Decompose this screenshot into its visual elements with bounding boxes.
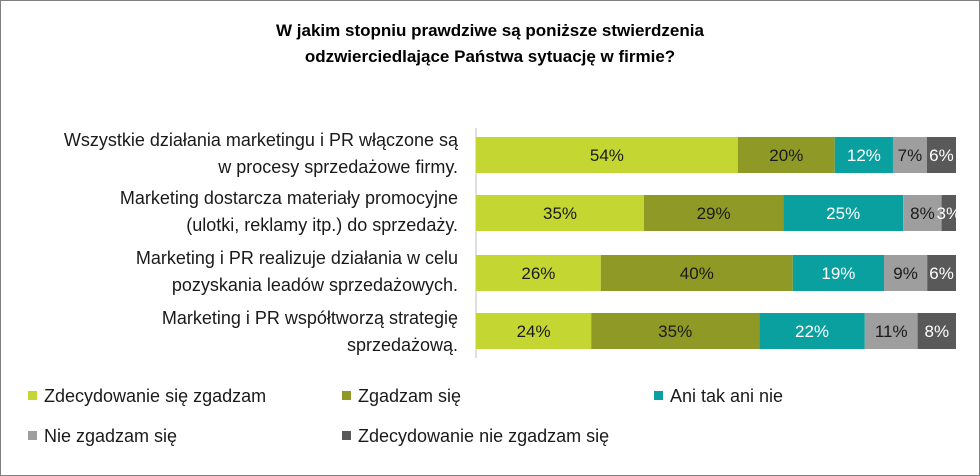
legend-label: Nie zgadzam się (44, 426, 178, 446)
bar-segment (783, 195, 904, 231)
legend-swatch (342, 430, 351, 440)
bar-segment (834, 137, 893, 173)
chart-title-line-1: W jakim stopniu prawdziwe są poniższe st… (276, 21, 704, 40)
bar-segment (737, 137, 835, 173)
bar-segment (892, 137, 927, 173)
bar-segment (926, 137, 956, 173)
legend-label: Zdecydowanie nie zgadzam się (358, 426, 610, 446)
data-label: 12% (847, 146, 881, 165)
data-label: 22% (795, 322, 829, 341)
bar-segment (600, 255, 793, 291)
data-label: 8% (910, 204, 935, 223)
legend-label: Ani tak ani nie (670, 386, 784, 406)
bar-segment (476, 137, 738, 173)
data-label: 19% (821, 264, 855, 283)
bar-segment (917, 313, 956, 349)
legend-item: Nie zgadzam się (28, 426, 177, 447)
legend-item: Zdecydowanie nie zgadzam się (342, 426, 609, 447)
bar-segment (644, 195, 784, 231)
chart-title: W jakim stopniu prawdziwe są poniższe st… (0, 18, 980, 70)
bar-segment (759, 313, 865, 349)
legend-swatch (28, 430, 37, 440)
category-label: Marketing i PR współtworzą strategię sprz… (8, 305, 458, 359)
legend-label: Zgadzam się (358, 386, 462, 406)
data-label: 9% (893, 264, 918, 283)
data-label: 29% (697, 204, 731, 223)
data-label: 11% (875, 322, 908, 341)
data-label: 8% (925, 322, 950, 341)
bar-segment (476, 195, 644, 231)
data-label: 35% (543, 204, 577, 223)
category-label-line: sprzedażową. (346, 335, 458, 355)
data-label: 3% (937, 204, 962, 223)
data-label: 26% (521, 264, 555, 283)
category-label-line: Wszystkie działania marketingu i PR włąc… (63, 130, 458, 150)
category-label-line: pozyskania leadów sprzedażowych. (171, 275, 458, 295)
bar-segment (476, 313, 592, 349)
bar-segment (884, 255, 928, 291)
category-label-line: Marketing dostarcza materiały promocyjne (119, 188, 458, 208)
legend-label: Zdecydowanie się zgadzam (44, 386, 267, 406)
category-label-line: Marketing i PR realizuje działania w cel… (135, 248, 458, 268)
category-label-line: w procesy sprzedażowe firmy. (218, 157, 458, 177)
chart-title-line-2: odzwierciedlające Państwa sytuację w fir… (304, 47, 676, 66)
bar-segment (941, 195, 956, 231)
legend-swatch (654, 390, 663, 400)
bar-segment (903, 195, 942, 231)
category-label: Marketing i PR realizuje działania w cel… (8, 245, 458, 299)
data-label: 6% (929, 264, 954, 283)
data-label: 24% (517, 322, 551, 341)
category-label: Wszystkie działania marketingu i PR włąc… (8, 127, 458, 181)
data-label: 35% (658, 322, 692, 341)
legend-swatch (342, 390, 351, 400)
bar-segment (927, 255, 956, 291)
category-label-line: (ulotki, reklamy itp.) do sprzedaży. (186, 215, 458, 235)
data-label: 40% (680, 264, 714, 283)
legend-swatch (28, 390, 37, 400)
bar-segment (591, 313, 760, 349)
data-label: 25% (826, 204, 860, 223)
data-label: 7% (898, 146, 923, 165)
data-label: 6% (929, 146, 954, 165)
category-label: Marketing dostarcza materiały promocyjne… (8, 185, 458, 239)
bar-segment (792, 255, 884, 291)
legend-item: Zdecydowanie się zgadzam (28, 386, 266, 407)
bar-segment (476, 255, 601, 291)
legend-item: Ani tak ani nie (654, 386, 783, 407)
data-label: 20% (769, 146, 803, 165)
category-label-line: Marketing i PR współtworzą strategię (161, 308, 458, 328)
bar-segment (864, 313, 918, 349)
legend-item: Zgadzam się (342, 386, 461, 407)
data-label: 54% (590, 146, 624, 165)
